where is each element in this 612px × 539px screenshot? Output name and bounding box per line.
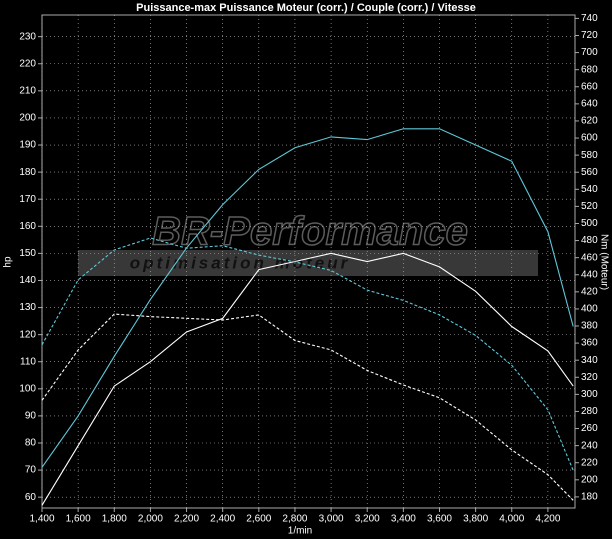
y2-tick-label: 680 [581, 64, 598, 75]
chart-title: Puissance-max Puissance Moteur (corr.) /… [136, 2, 476, 14]
y2-tick-label: 500 [581, 218, 598, 229]
x-tick-label: 3,600 [427, 514, 452, 525]
y-tick-label: 180 [19, 167, 36, 178]
y2-tick-label: 480 [581, 235, 598, 246]
y2-tick-label: 220 [581, 457, 598, 468]
y2-tick-label: 620 [581, 116, 598, 127]
x-tick-label: 2,400 [210, 514, 235, 525]
series-line [41, 237, 574, 471]
plot-frame [41, 14, 576, 509]
x-tick-label: 4,000 [499, 514, 524, 525]
y-tick-label: 70 [25, 465, 37, 476]
y-axis-label: hp [3, 256, 14, 268]
x-tick-label: 2,800 [282, 514, 307, 525]
y-tick-label: 110 [20, 356, 36, 367]
y2-tick-label: 300 [581, 389, 598, 400]
x-tick-label: 1,400 [29, 514, 54, 525]
x-tick-label: 3,200 [355, 514, 380, 525]
y2-tick-label: 660 [581, 81, 598, 92]
y-tick-label: 200 [19, 113, 36, 124]
series-line [41, 252, 574, 506]
y-tick-label: 100 [19, 383, 36, 394]
y2-tick-label: 520 [581, 201, 598, 212]
y2-tick-label: 440 [581, 269, 598, 280]
y2-tick-label: 340 [581, 355, 598, 366]
y-tick-label: 60 [25, 492, 37, 503]
y2-tick-label: 200 [581, 474, 598, 485]
y2-tick-label: 720 [581, 30, 598, 41]
y2-tick-label: 580 [581, 150, 598, 161]
y2-tick-label: 460 [581, 252, 598, 263]
y2-tick-label: 320 [581, 372, 598, 383]
y-tick-label: 120 [19, 329, 36, 340]
x-tick-label: 2,600 [246, 514, 271, 525]
y-tick-label: 210 [19, 85, 36, 96]
y2-tick-label: 180 [581, 492, 598, 503]
y2-tick-label: 640 [581, 99, 598, 110]
x-tick-label: 3,000 [319, 514, 344, 525]
x-tick-label: 4,200 [535, 514, 560, 525]
y2-tick-label: 700 [581, 47, 598, 58]
x-tick-label: 2,200 [174, 514, 199, 525]
y2-tick-label: 400 [581, 304, 598, 315]
x-tick-label: 2,000 [138, 514, 163, 525]
y2-tick-label: 240 [581, 440, 598, 451]
y-tick-label: 150 [19, 248, 36, 259]
y2-tick-label: 560 [581, 167, 598, 178]
y2-tick-label: 420 [581, 286, 598, 297]
y2-tick-label: 740 [581, 13, 598, 24]
y-tick-label: 230 [19, 31, 36, 42]
x-axis-label: 1/min [288, 526, 312, 537]
watermark-brand: BR-Performance [152, 210, 468, 254]
watermark-tagline: optimisation moteur [130, 253, 350, 272]
y-tick-label: 170 [19, 194, 36, 205]
y-tick-label: 190 [19, 140, 36, 151]
series-line [41, 313, 574, 501]
y-tick-label: 160 [19, 221, 36, 232]
x-tick-label: 3,800 [463, 514, 488, 525]
y2-tick-label: 360 [581, 338, 598, 349]
y-tick-label: 140 [19, 275, 36, 286]
x-tick-label: 3,400 [391, 514, 416, 525]
y2-tick-label: 280 [581, 406, 598, 417]
y2-tick-label: 380 [581, 321, 598, 332]
y2-axis-label: Nm (Moteur) [598, 234, 609, 290]
y2-tick-label: 600 [581, 133, 598, 144]
y-tick-label: 80 [25, 438, 37, 449]
y-tick-label: 90 [25, 411, 37, 422]
x-tick-label: 1,600 [66, 514, 91, 525]
series-line [41, 128, 574, 468]
y-tick-label: 130 [19, 302, 36, 313]
y2-tick-label: 540 [581, 184, 598, 195]
watermark-band [78, 250, 538, 276]
y2-tick-label: 260 [581, 423, 598, 434]
y-tick-label: 220 [19, 58, 36, 69]
x-tick-label: 1,800 [102, 514, 127, 525]
